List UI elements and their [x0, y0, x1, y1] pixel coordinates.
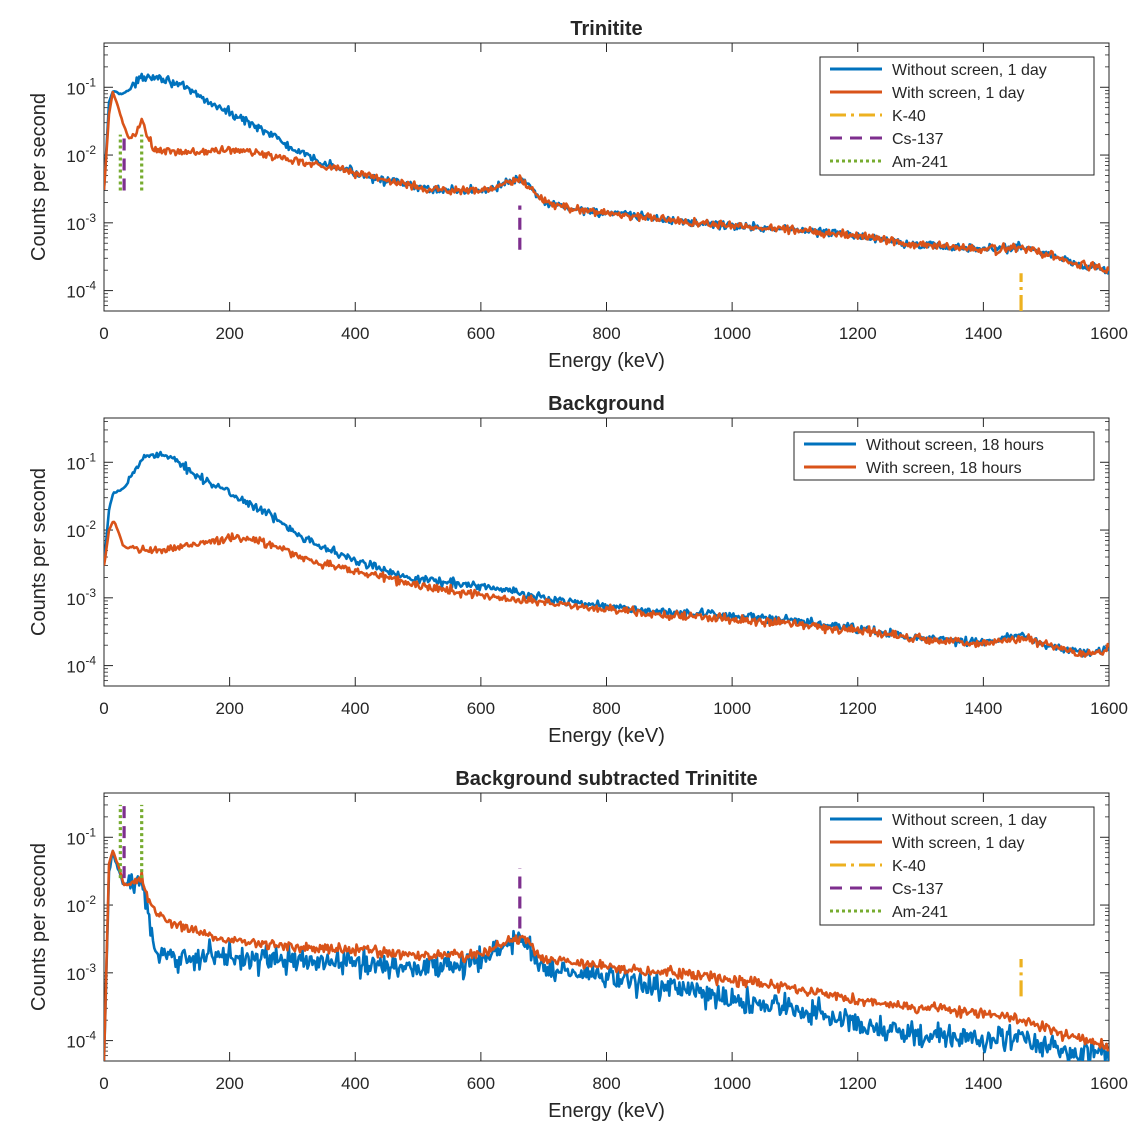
- chart-panel-3: Background subtracted Trinitite 0 200 400 60…: [28, 768, 1128, 1122]
- x-tick-label: 400: [341, 699, 369, 718]
- x-tick-label: 1400: [964, 324, 1002, 343]
- x-tick-label: 1000: [713, 324, 751, 343]
- y-tick-label: 10-3: [66, 586, 96, 609]
- x-axis-label: Energy (keV): [548, 725, 665, 747]
- x-tick-label: 800: [592, 699, 620, 718]
- x-axis-label: Energy (keV): [548, 350, 665, 372]
- x-tick-label: 0: [99, 699, 108, 718]
- legend-label: K-40: [892, 108, 926, 125]
- y-axis-label: Counts per second: [28, 843, 50, 1011]
- legend-label: Without screen, 18 hours: [866, 437, 1044, 454]
- x-tick-label: 800: [592, 324, 620, 343]
- y-tick-label: 10-1: [66, 75, 96, 98]
- chart-title: Background subtracted Trinitite: [455, 768, 757, 790]
- legend-label: Am-241: [892, 904, 948, 921]
- series-line-2: [104, 520, 1109, 658]
- y-tick-label: 10-2: [66, 518, 96, 541]
- chart-panel-2: Background 0 200 400 600 800 1000 1200 1400 1600 1…: [28, 393, 1128, 747]
- x-tick-label: 800: [592, 1074, 620, 1093]
- y-axis-label: Counts per second: [28, 93, 50, 261]
- x-tick-label: 1200: [839, 324, 877, 343]
- x-tick-label: 1400: [964, 699, 1002, 718]
- x-tick-label: 1200: [839, 699, 877, 718]
- x-axis-label: Energy (keV): [548, 1100, 665, 1122]
- x-tick-label: 600: [467, 324, 495, 343]
- x-tick-label: 1600: [1090, 324, 1128, 343]
- y-tick-label: 10-4: [66, 279, 96, 302]
- y-tick-label: 10-4: [66, 654, 96, 677]
- x-tick-label: 0: [99, 324, 108, 343]
- x-tick-label: 1600: [1090, 699, 1128, 718]
- chart-title: Background: [548, 393, 665, 415]
- series-line-2: [104, 90, 1109, 274]
- x-tick-label: 400: [341, 324, 369, 343]
- legend: Without screen, 1 day With screen, 1 day K…: [819, 56, 1095, 176]
- y-tick-label: 10-3: [66, 961, 96, 984]
- x-tick-label: 200: [215, 699, 243, 718]
- y-tick-label: 10-2: [66, 143, 96, 166]
- x-tick-label: 1400: [964, 1074, 1002, 1093]
- x-tick-label: 400: [341, 1074, 369, 1093]
- legend-label: With screen, 1 day: [892, 85, 1025, 102]
- series-line-1: [104, 849, 1109, 1061]
- chart-title: Trinitite: [570, 18, 642, 40]
- y-tick-label: 10-3: [66, 211, 96, 234]
- legend: Without screen, 1 day With screen, 1 day K…: [819, 806, 1095, 926]
- legend-box: [793, 431, 1095, 481]
- series-line-2: [104, 849, 1109, 1061]
- legend-label: K-40: [892, 858, 926, 875]
- legend-label: With screen, 18 hours: [866, 460, 1022, 477]
- legend-label: Cs-137: [892, 131, 944, 148]
- legend-label: Am-241: [892, 154, 948, 171]
- y-axis-label: Counts per second: [28, 468, 50, 636]
- y-tick-label: 10-2: [66, 893, 96, 916]
- x-tick-label: 1000: [713, 1074, 751, 1093]
- legend-label: Without screen, 1 day: [892, 812, 1047, 829]
- x-tick-label: 600: [467, 1074, 495, 1093]
- x-tick-label: 1600: [1090, 1074, 1128, 1093]
- x-tick-label: 200: [215, 1074, 243, 1093]
- legend-label: Cs-137: [892, 881, 944, 898]
- y-tick-label: 10-1: [66, 825, 96, 848]
- legend-label: Without screen, 1 day: [892, 62, 1047, 79]
- legend: Without screen, 18 hours With screen, 18 …: [793, 431, 1095, 481]
- x-tick-label: 600: [467, 699, 495, 718]
- x-tick-label: 1000: [713, 699, 751, 718]
- x-tick-label: 0: [99, 1074, 108, 1093]
- legend-label: With screen, 1 day: [892, 835, 1025, 852]
- y-tick-label: 10-4: [66, 1029, 96, 1052]
- y-tick-label: 10-1: [66, 450, 96, 473]
- series-line-1: [104, 450, 1109, 658]
- chart-panel-1: Trinitite 0 200 400 600 800 1000 1200 1400 1600 10…: [28, 18, 1128, 372]
- x-tick-label: 200: [215, 324, 243, 343]
- x-tick-label: 1200: [839, 1074, 877, 1093]
